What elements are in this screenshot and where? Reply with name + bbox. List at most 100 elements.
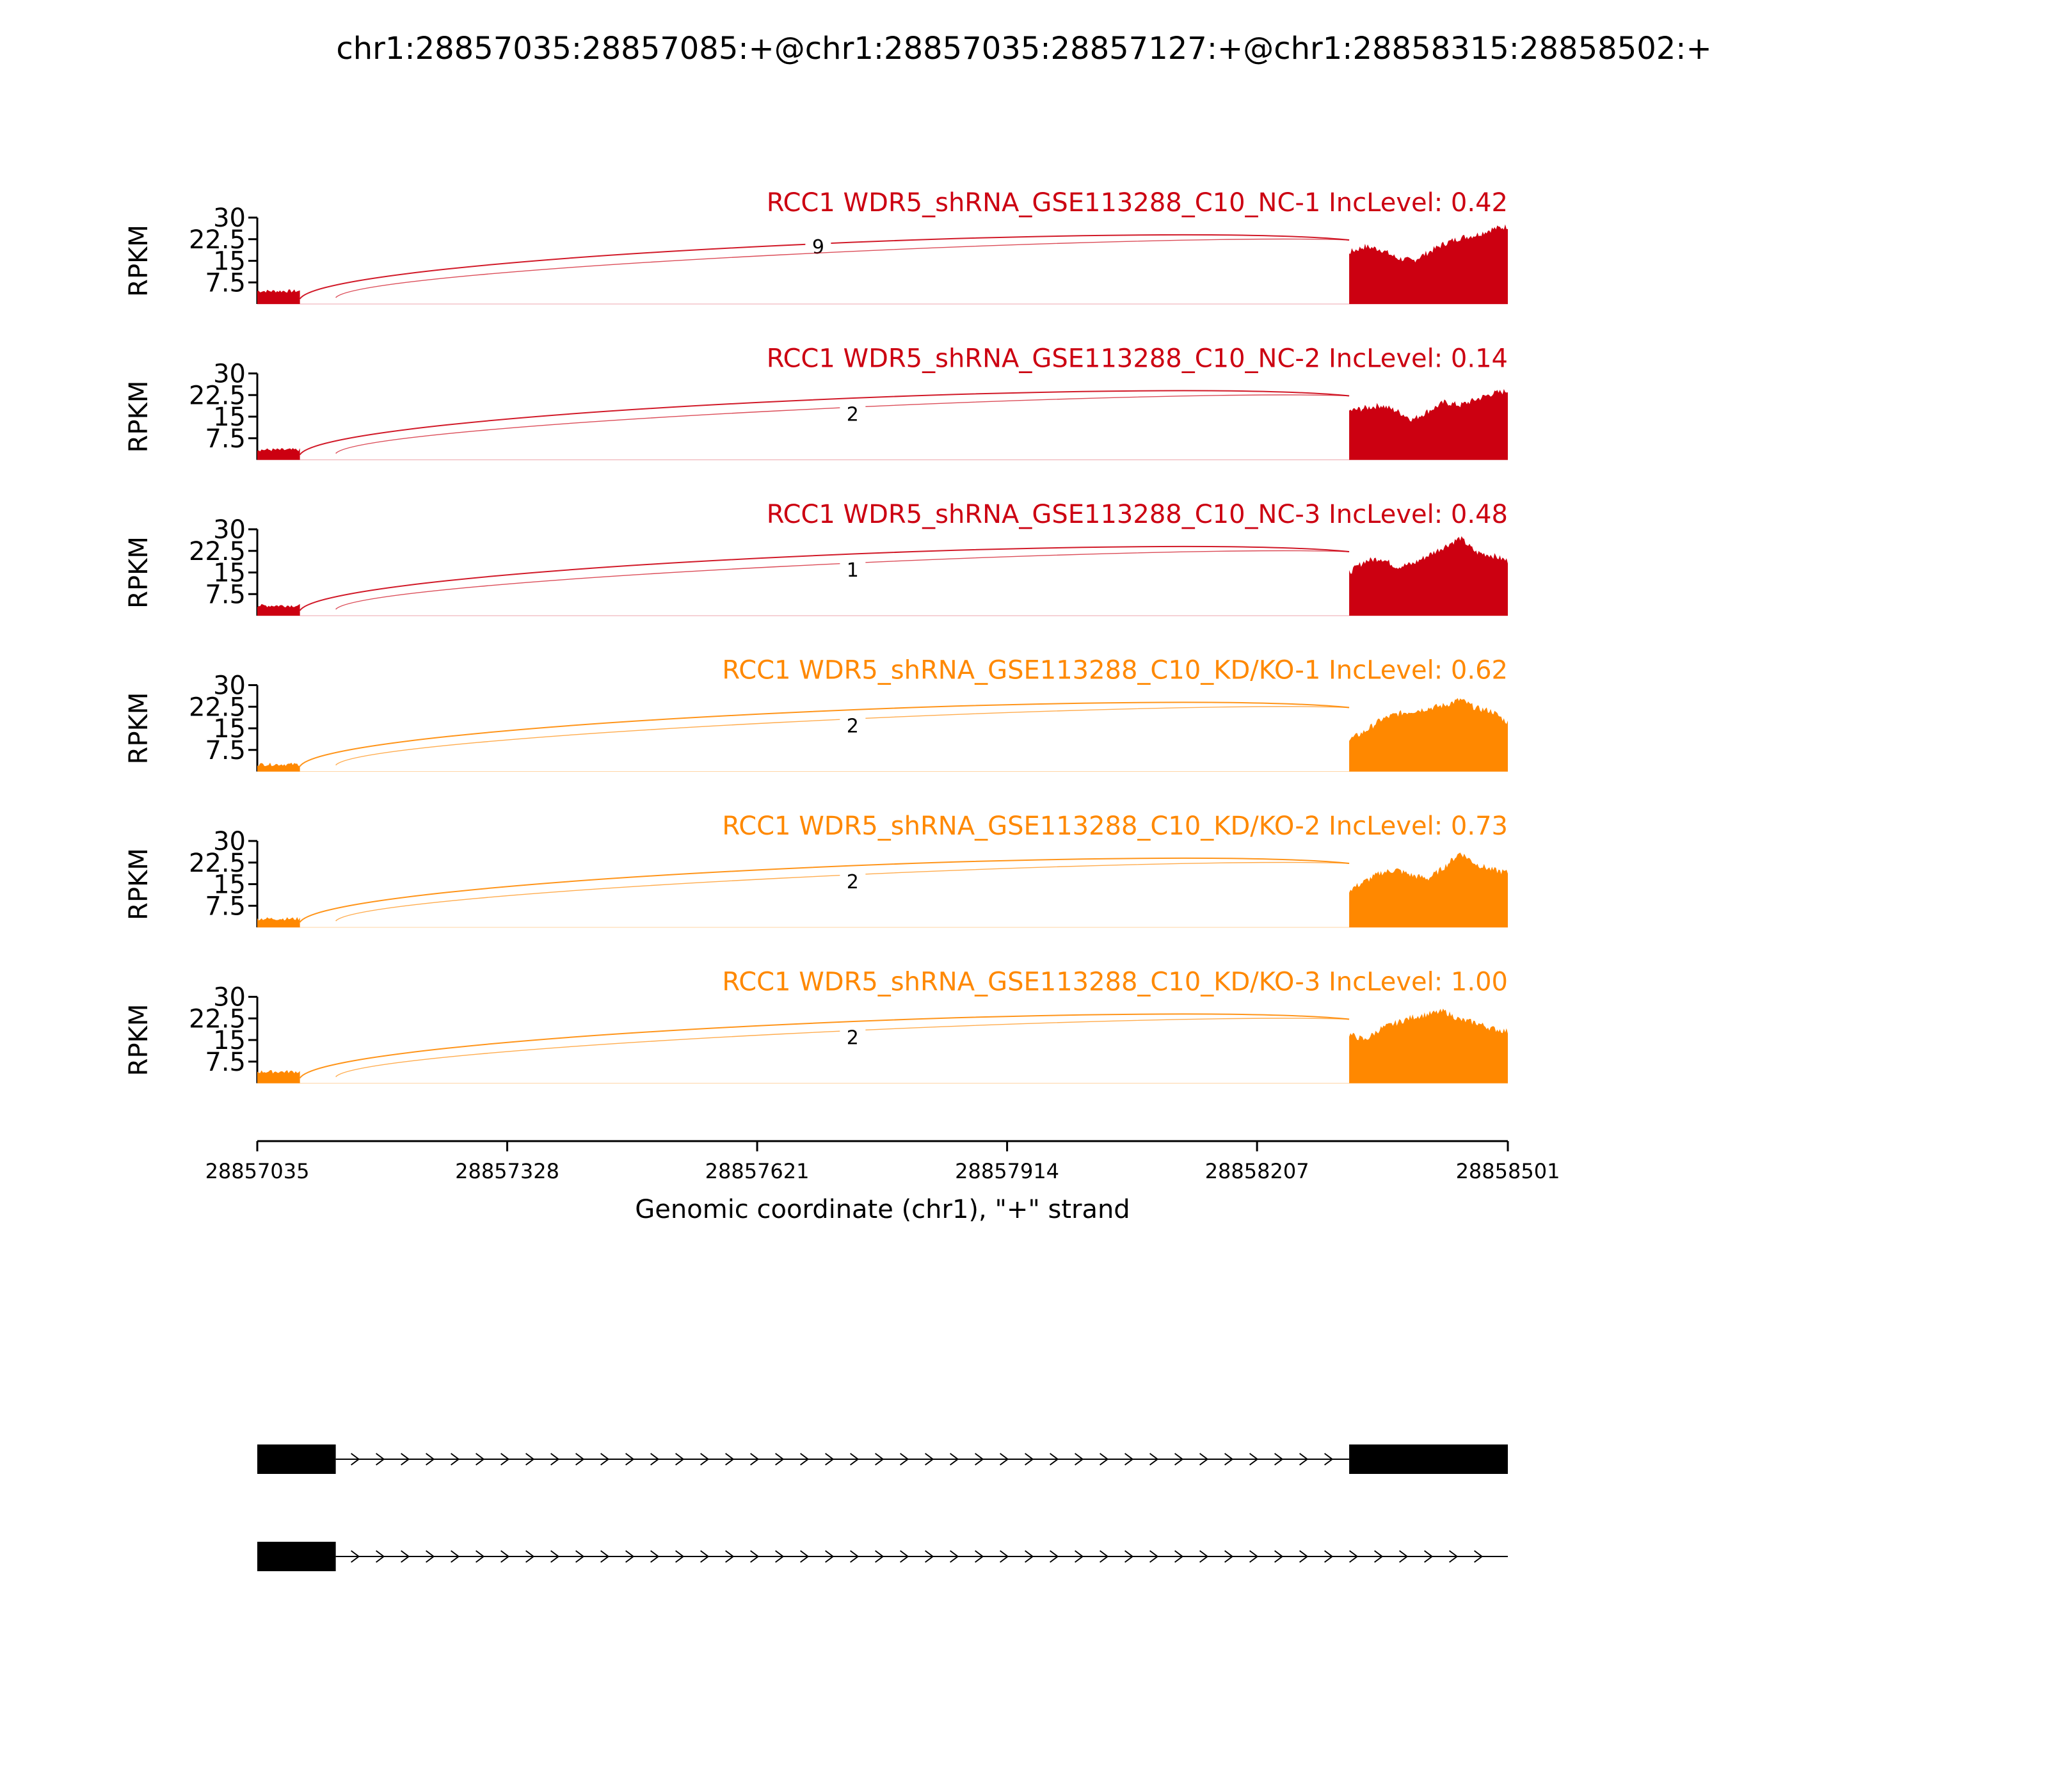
strand-arrow bbox=[550, 1550, 560, 1563]
strand-arrow bbox=[875, 1550, 884, 1563]
strand-arrow bbox=[750, 1453, 760, 1466]
gene-model bbox=[257, 1542, 1508, 1571]
strand-arrow bbox=[775, 1550, 785, 1563]
strand-arrow bbox=[600, 1550, 610, 1563]
y-axis-label: RPKM bbox=[124, 225, 154, 297]
strand-arrow bbox=[451, 1550, 460, 1563]
strand-arrow bbox=[600, 1453, 610, 1466]
coverage-area bbox=[257, 762, 300, 772]
junction-arc bbox=[335, 706, 1350, 765]
strand-arrow bbox=[925, 1453, 934, 1466]
figure-title: chr1:28857035:28857085:+@chr1:28857035:2… bbox=[336, 31, 1711, 67]
strand-arrow bbox=[650, 1453, 660, 1466]
y-axis-label: RPKM bbox=[124, 536, 154, 609]
strand-arrow bbox=[1274, 1550, 1284, 1563]
junction-count-label: 2 bbox=[847, 404, 859, 426]
y-tick-label: 7.5 bbox=[205, 736, 246, 765]
strand-arrow bbox=[625, 1453, 635, 1466]
strand-arrow bbox=[625, 1550, 635, 1563]
y-tick-label: 7.5 bbox=[205, 268, 246, 298]
junction-arc bbox=[335, 238, 1350, 298]
y-tick-label: 30 bbox=[213, 360, 246, 389]
strand-arrow bbox=[1349, 1550, 1359, 1563]
strand-arrow bbox=[1324, 1550, 1334, 1563]
strand-arrow bbox=[1424, 1550, 1434, 1563]
junction-arc bbox=[335, 550, 1350, 610]
strand-arrow bbox=[1100, 1550, 1109, 1563]
y-tick-label: 30 bbox=[213, 515, 246, 545]
junction-count-label: 2 bbox=[847, 716, 859, 738]
coverage-track: RCC1 WDR5_shRNA_GSE113288_C10_KD/KO-2 In… bbox=[124, 812, 1508, 928]
y-tick-label: 22.5 bbox=[189, 537, 246, 566]
junction-arc bbox=[299, 545, 1350, 611]
strand-arrow bbox=[1149, 1453, 1159, 1466]
strand-arrow bbox=[675, 1453, 685, 1466]
strand-arrow bbox=[850, 1550, 860, 1563]
junction-arc bbox=[335, 394, 1350, 454]
strand-arrow bbox=[376, 1550, 385, 1563]
coverage-area bbox=[1349, 852, 1508, 927]
x-tick-label: 28857621 bbox=[705, 1159, 810, 1183]
x-axis-label: Genomic coordinate (chr1), "+" strand bbox=[635, 1195, 1130, 1224]
junction-arc bbox=[299, 701, 1350, 767]
x-tick-label: 28857328 bbox=[455, 1159, 559, 1183]
x-tick-label: 28857914 bbox=[955, 1159, 1059, 1183]
coverage-area bbox=[1349, 698, 1508, 772]
junction-arc bbox=[335, 1018, 1350, 1077]
strand-arrow bbox=[575, 1453, 585, 1466]
strand-arrow bbox=[1100, 1453, 1109, 1466]
strand-arrow bbox=[500, 1550, 510, 1563]
coverage-track: RCC1 WDR5_shRNA_GSE113288_C10_NC-1 IncLe… bbox=[124, 188, 1508, 305]
y-axis-label: RPKM bbox=[124, 1004, 154, 1076]
strand-arrow bbox=[1324, 1453, 1334, 1466]
exon-block bbox=[1349, 1444, 1508, 1474]
coverage-track: RCC1 WDR5_shRNA_GSE113288_C10_NC-2 IncLe… bbox=[124, 344, 1508, 460]
strand-arrow bbox=[800, 1453, 810, 1466]
x-tick-label: 28858207 bbox=[1205, 1159, 1309, 1183]
coverage-area bbox=[257, 289, 300, 304]
strand-arrow bbox=[925, 1550, 934, 1563]
strand-arrow bbox=[950, 1453, 959, 1466]
strand-arrow bbox=[825, 1550, 835, 1563]
y-tick-label: 15 bbox=[213, 1026, 246, 1055]
y-tick-label: 22.5 bbox=[189, 225, 246, 255]
junction-arc bbox=[335, 861, 1350, 922]
coverage-area bbox=[257, 604, 300, 616]
strand-arrow bbox=[500, 1453, 510, 1466]
junction-arc bbox=[299, 234, 1350, 300]
strand-arrow bbox=[351, 1550, 360, 1563]
coverage-area bbox=[257, 448, 300, 460]
y-tick-label: 7.5 bbox=[205, 424, 246, 454]
strand-arrow bbox=[426, 1550, 435, 1563]
strand-arrow bbox=[1075, 1453, 1084, 1466]
coverage-area bbox=[1349, 224, 1508, 304]
strand-arrow bbox=[426, 1453, 435, 1466]
strand-arrow bbox=[1299, 1453, 1309, 1466]
junction-label-bg bbox=[840, 404, 866, 428]
y-tick-label: 7.5 bbox=[205, 1048, 246, 1077]
strand-arrow bbox=[1124, 1453, 1134, 1466]
strand-arrow bbox=[725, 1550, 735, 1563]
y-tick-label: 15 bbox=[213, 247, 246, 276]
strand-arrow bbox=[1050, 1550, 1059, 1563]
coverage-track: RCC1 WDR5_shRNA_GSE113288_C10_NC-3 IncLe… bbox=[124, 500, 1508, 616]
junction-label-bg bbox=[840, 716, 866, 739]
strand-arrow bbox=[1075, 1550, 1084, 1563]
coverage-area bbox=[1349, 536, 1508, 616]
strand-arrow bbox=[1374, 1550, 1384, 1563]
strand-arrow bbox=[900, 1550, 909, 1563]
y-axis-label: RPKM bbox=[124, 848, 154, 920]
coverage-area bbox=[1349, 1008, 1508, 1084]
x-tick-label: 28858501 bbox=[1456, 1159, 1560, 1183]
junction-label-bg bbox=[805, 237, 831, 260]
y-tick-label: 7.5 bbox=[205, 580, 246, 609]
strand-arrow bbox=[725, 1453, 735, 1466]
junction-label-bg bbox=[840, 1027, 866, 1051]
track-title: RCC1 WDR5_shRNA_GSE113288_C10_NC-3 IncLe… bbox=[767, 500, 1508, 529]
y-tick-label: 15 bbox=[213, 870, 246, 900]
strand-arrow bbox=[476, 1453, 485, 1466]
strand-arrow bbox=[1399, 1550, 1409, 1563]
gene-model bbox=[257, 1444, 1508, 1474]
y-tick-label: 22.5 bbox=[189, 1004, 246, 1034]
strand-arrow bbox=[401, 1453, 410, 1466]
